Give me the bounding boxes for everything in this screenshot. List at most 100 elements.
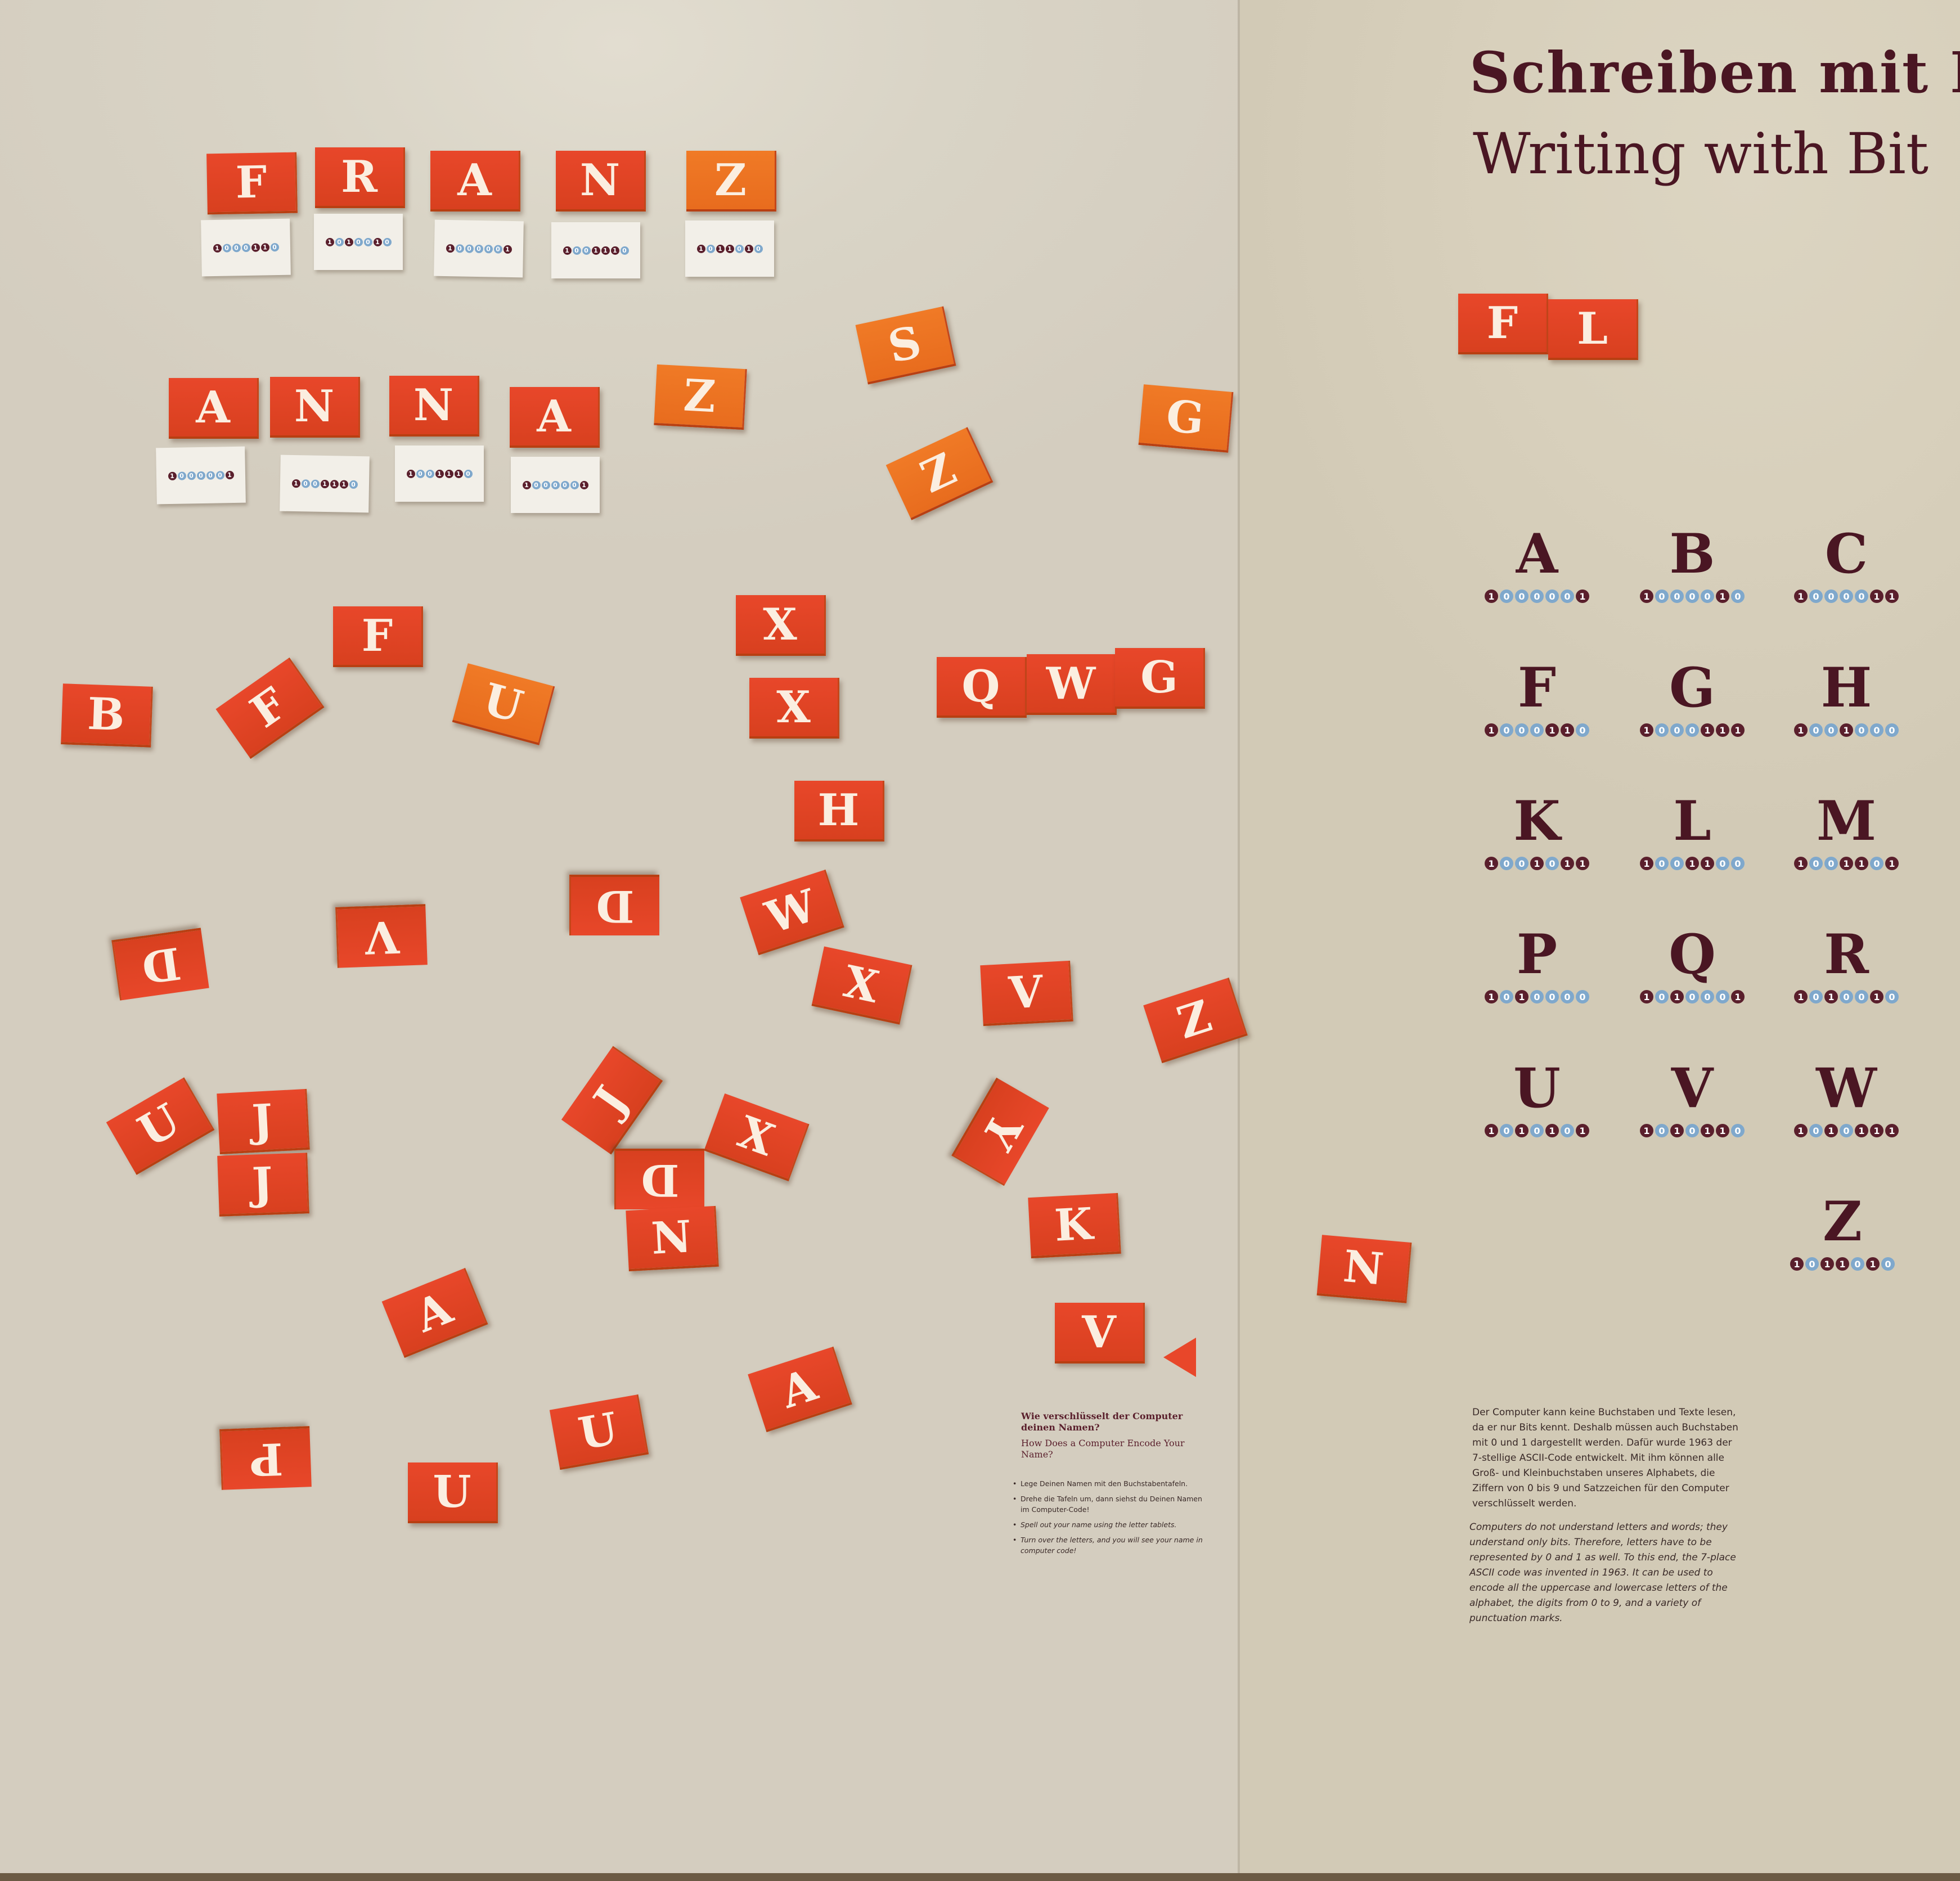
bit-dot: 1 bbox=[1640, 990, 1653, 1004]
letter-tile[interactable]: L bbox=[1548, 299, 1638, 360]
letter-tile[interactable]: N bbox=[389, 376, 479, 436]
bit-dot: 1 bbox=[1794, 1124, 1808, 1137]
bit-dot: 1 bbox=[1576, 1124, 1589, 1137]
bit-dot: 1 bbox=[1576, 857, 1589, 870]
letter-tile[interactable]: A bbox=[510, 387, 600, 448]
bit-dot: 0 bbox=[1576, 990, 1589, 1004]
instruction-item: Spell out your name using the letter tab… bbox=[1013, 1519, 1207, 1530]
letter-tile[interactable]: N bbox=[1316, 1235, 1412, 1303]
bit-dot: 1 bbox=[1485, 590, 1498, 603]
bit-dot: 0 bbox=[187, 471, 196, 480]
bit-dot: 1 bbox=[320, 479, 329, 488]
letter-tile[interactable]: R bbox=[315, 147, 405, 208]
letter-tile[interactable]: B bbox=[61, 683, 153, 748]
letter-tile[interactable]: V bbox=[335, 904, 428, 968]
letter-tile[interactable]: Q bbox=[937, 657, 1027, 718]
letter-tile[interactable]: A bbox=[169, 378, 259, 439]
bit-dot: 1 bbox=[1515, 1124, 1529, 1137]
letter-tile[interactable]: J bbox=[217, 1153, 309, 1217]
bit-dot: 0 bbox=[1545, 990, 1559, 1004]
bit-dot: 0 bbox=[1824, 590, 1838, 603]
bit-dot: 1 bbox=[1640, 1124, 1653, 1137]
bit-dot: 0 bbox=[335, 237, 344, 246]
bit-dot: 1 bbox=[444, 469, 453, 478]
letter-tile[interactable]: F bbox=[1458, 294, 1548, 354]
bit-dot: 0 bbox=[1530, 723, 1544, 737]
bit-dot: 0 bbox=[1840, 590, 1853, 603]
bit-dot: 0 bbox=[1870, 857, 1883, 870]
letter-tile[interactable]: Z bbox=[686, 151, 776, 212]
bit-dot: 1 bbox=[1485, 990, 1498, 1004]
bit-dot: 0 bbox=[1824, 723, 1838, 737]
bit-dot: 1 bbox=[503, 245, 512, 254]
letter-tile[interactable]: W bbox=[1027, 654, 1117, 715]
bit-dot: 1 bbox=[1794, 990, 1808, 1004]
letter-tile[interactable]: D bbox=[614, 1149, 704, 1209]
letter-tile[interactable]: A bbox=[430, 151, 520, 212]
letter-tile[interactable]: V bbox=[980, 960, 1073, 1027]
bit-dot: 0 bbox=[215, 470, 224, 480]
bit-dot: 1 bbox=[1716, 1124, 1729, 1137]
letter-tile[interactable]: D bbox=[111, 928, 209, 1001]
letter-tile[interactable]: P bbox=[219, 1426, 312, 1490]
letter-tile[interactable]: D bbox=[569, 875, 659, 935]
letter-tile[interactable]: N bbox=[270, 377, 360, 438]
bit-dot: 1 bbox=[1870, 990, 1883, 1004]
bit-dot: 1 bbox=[1820, 1257, 1834, 1271]
bit-dot: 0 bbox=[301, 479, 310, 488]
bit-dot: 0 bbox=[582, 246, 591, 255]
bit-dot: 1 bbox=[373, 237, 382, 246]
bit-dot: 0 bbox=[1885, 990, 1899, 1004]
letter-tile[interactable]: N bbox=[556, 151, 646, 212]
bit-dot: 1 bbox=[591, 246, 600, 255]
letter-tile[interactable]: X bbox=[736, 595, 826, 656]
bit-dot: 1 bbox=[610, 246, 619, 255]
letter-tile[interactable]: H bbox=[794, 781, 884, 842]
letter-tile[interactable]: G bbox=[1115, 648, 1205, 709]
bit-dot: 0 bbox=[1885, 723, 1899, 737]
letter-tile[interactable]: J bbox=[217, 1088, 310, 1155]
bit-dot: 0 bbox=[474, 244, 483, 253]
letter-tile[interactable]: X bbox=[749, 678, 839, 739]
bit-dot: 0 bbox=[1655, 1124, 1669, 1137]
letter-tile[interactable]: V bbox=[1055, 1303, 1145, 1364]
letter-tile[interactable]: K bbox=[1028, 1192, 1121, 1259]
letter-tile[interactable]: F bbox=[206, 152, 298, 215]
bit-dot: 1 bbox=[1576, 590, 1589, 603]
bit-dot: 1 bbox=[1885, 857, 1899, 870]
letter-tile[interactable]: Z bbox=[654, 364, 747, 430]
bit-dot: 1 bbox=[725, 244, 734, 253]
letter-tile[interactable]: G bbox=[1138, 384, 1234, 453]
bit-dot: 0 bbox=[363, 237, 372, 246]
bit-dot: 0 bbox=[1561, 990, 1574, 1004]
bit-dot: 0 bbox=[311, 479, 320, 488]
bit-dot: 0 bbox=[1545, 857, 1559, 870]
letter-tile[interactable]: N bbox=[626, 1205, 719, 1272]
info-subtitle: How Does a Computer Encode Your Name? bbox=[1021, 1438, 1185, 1460]
bit-dot: 0 bbox=[1500, 857, 1513, 870]
bit-dot: 0 bbox=[560, 480, 569, 489]
bit-dot: 1 bbox=[1855, 1124, 1868, 1137]
bit-dot: 0 bbox=[1515, 857, 1529, 870]
bit-dot: 1 bbox=[168, 471, 177, 480]
bit-dot: 0 bbox=[1809, 857, 1823, 870]
letter-tile[interactable]: F bbox=[333, 606, 423, 667]
bit-dot: 1 bbox=[454, 469, 463, 478]
letter-tile[interactable]: U bbox=[408, 1462, 498, 1523]
bit-dot: 0 bbox=[1500, 1124, 1513, 1137]
bit-dot: 1 bbox=[1701, 723, 1714, 737]
bit-dot: 0 bbox=[620, 246, 629, 255]
